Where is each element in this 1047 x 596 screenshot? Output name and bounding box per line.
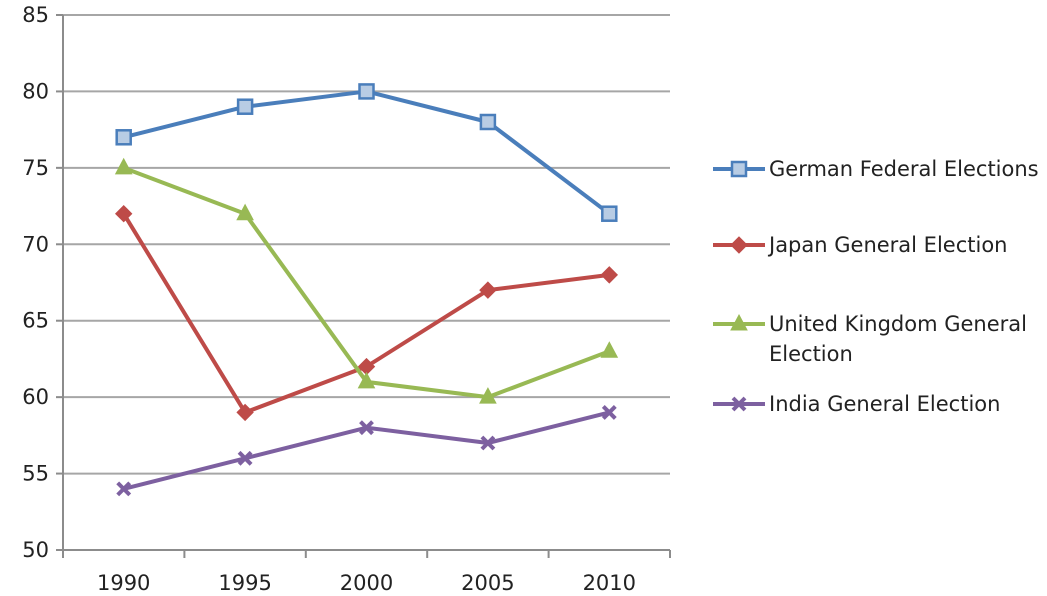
data-point <box>359 420 374 436</box>
legend-item: Japan General Election <box>713 233 1007 257</box>
legend-marker <box>730 313 748 331</box>
legend-marker <box>731 396 747 412</box>
legend-item: India General Election <box>713 392 1000 416</box>
x-axis-tick-labels: 1990 1995 2000 2005 2010 <box>97 571 636 595</box>
data-point <box>358 83 375 100</box>
legend-label: German Federal Elections <box>769 157 1039 181</box>
y-axis-tick-labels: 50 55 60 65 70 75 80 85 <box>22 3 49 562</box>
y-tick-label: 85 <box>22 3 49 27</box>
y-tick-label: 65 <box>22 309 49 333</box>
data-point <box>236 98 254 115</box>
legend-label: United Kingdom General Election <box>769 312 1027 366</box>
plot-area <box>114 83 619 497</box>
series-0 <box>115 83 618 222</box>
x-tick-label: 2005 <box>461 571 514 595</box>
data-point <box>236 203 254 221</box>
y-tick-label: 60 <box>22 385 49 409</box>
legend-label: India General Election <box>769 392 1000 416</box>
x-tick-label: 1995 <box>218 571 271 595</box>
y-tick-label: 70 <box>22 232 49 256</box>
data-point <box>601 405 617 420</box>
data-point <box>114 205 133 223</box>
y-tick-label: 50 <box>22 538 49 562</box>
legend-item: German Federal Elections <box>713 157 1039 181</box>
series-line <box>123 410 610 491</box>
data-point <box>479 387 497 404</box>
series-1 <box>114 205 619 422</box>
data-point <box>116 481 132 497</box>
y-tick-label: 75 <box>22 156 49 180</box>
legend-label: Japan General Election <box>767 233 1007 257</box>
series-2 <box>114 157 619 404</box>
data-point <box>600 341 619 358</box>
x-tick-label: 2000 <box>340 571 393 595</box>
legend: German Federal Elections Japan General El… <box>713 157 1039 416</box>
x-tick-label: 1990 <box>97 571 150 595</box>
legend-marker <box>730 236 748 254</box>
y-tick-label: 80 <box>22 79 49 103</box>
series-3 <box>116 405 617 497</box>
legend-item: United Kingdom General Election <box>713 312 1027 366</box>
legend-marker <box>730 160 748 178</box>
x-tick-label: 2010 <box>583 571 636 595</box>
data-point <box>479 281 497 299</box>
data-point <box>115 129 132 146</box>
y-tick-label: 55 <box>22 462 49 486</box>
data-point <box>480 435 496 451</box>
axes <box>56 14 671 558</box>
data-point <box>114 157 133 175</box>
data-point <box>479 113 497 131</box>
data-point <box>237 450 253 466</box>
data-point <box>600 266 619 284</box>
data-point <box>601 205 618 222</box>
data-point <box>357 371 376 389</box>
data-point <box>236 403 254 422</box>
